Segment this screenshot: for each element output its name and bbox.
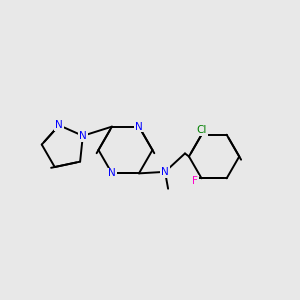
Text: N: N (161, 167, 169, 177)
Text: F: F (193, 176, 198, 186)
Text: Cl: Cl (196, 125, 207, 135)
Text: N: N (108, 168, 116, 178)
Text: N: N (55, 120, 63, 130)
Text: N: N (79, 131, 87, 141)
Text: N: N (135, 122, 143, 132)
